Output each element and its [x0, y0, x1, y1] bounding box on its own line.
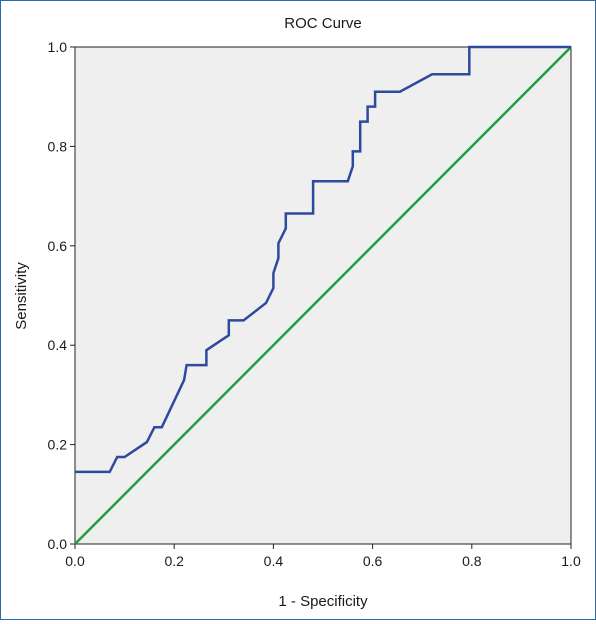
- roc-curve-line: [75, 45, 571, 474]
- x-tick-label: 0.8: [462, 553, 482, 569]
- x-tick-label: 0.2: [164, 553, 184, 569]
- x-tick-label: 0.0: [65, 553, 85, 569]
- x-axis-label: 1 - Specificity: [278, 593, 368, 610]
- y-tick-label: 0.4: [48, 337, 68, 353]
- y-tick-label: 0.2: [48, 437, 68, 453]
- y-axis: 0.0 0.2 0.4 0.6 0.8 1.0: [48, 39, 75, 552]
- y-tick-label: 0.6: [48, 238, 68, 254]
- x-axis: 0.0 0.2 0.4 0.6 0.8 1.0: [65, 544, 581, 569]
- x-tick-label: 1.0: [561, 553, 581, 569]
- chart-title: ROC Curve: [284, 15, 362, 32]
- x-tick-label: 0.6: [363, 553, 383, 569]
- reference-diagonal-line: [74, 46, 572, 545]
- y-axis-label: Sensitivity: [13, 262, 30, 330]
- y-tick-label: 1.0: [48, 39, 68, 55]
- y-tick-label: 0.8: [48, 138, 68, 154]
- y-tick-label: 0.0: [48, 536, 68, 552]
- series-layer: [74, 45, 572, 545]
- x-tick-label: 0.4: [264, 553, 284, 569]
